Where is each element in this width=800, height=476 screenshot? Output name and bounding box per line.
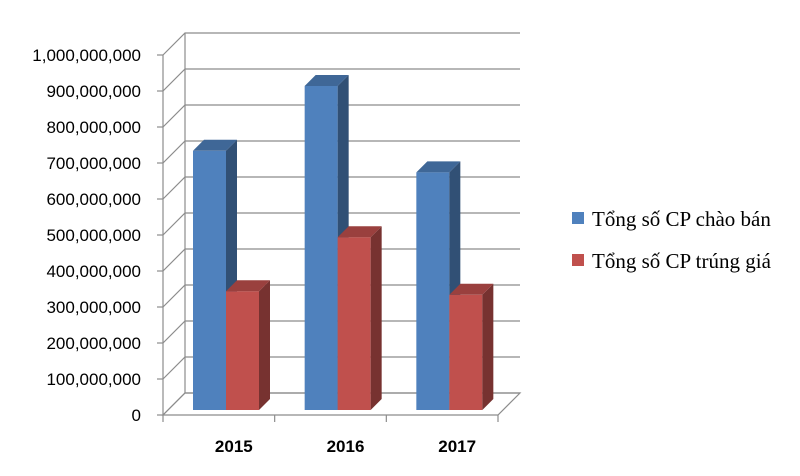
y-tick-label: 100,000,000 [46, 370, 141, 389]
bar-side [482, 283, 494, 410]
bar-top [416, 161, 461, 173]
bar [449, 283, 494, 410]
y-tick-label: 500,000,000 [46, 226, 141, 245]
bar-front [193, 150, 226, 411]
gridline [162, 32, 520, 56]
bars [193, 75, 494, 411]
y-tick-label: 600,000,000 [46, 190, 141, 209]
y-axis-ticks: 0 100,000,000 200,000,000 300,000,000 40… [32, 46, 141, 425]
bar [226, 280, 270, 410]
y-tick-label: 300,000,000 [46, 298, 141, 317]
bar-top [449, 283, 494, 295]
x-tick-label: 2017 [438, 437, 476, 456]
y-tick-label: 900,000,000 [46, 82, 141, 101]
legend-swatch-series-1 [572, 212, 584, 224]
bar-side [370, 226, 382, 410]
bar-top [193, 139, 237, 151]
bar-front [416, 172, 450, 410]
x-tick-label: 2016 [327, 437, 365, 456]
y-tick-label: 800,000,000 [46, 118, 141, 137]
bar-top [337, 226, 382, 238]
y-tick-label: 700,000,000 [46, 154, 141, 173]
axes [157, 33, 522, 422]
bar-top [226, 280, 270, 292]
legend-label-series-2: Tổng số CP trúng giá [592, 249, 772, 273]
legend-swatch-series-2 [572, 254, 584, 266]
x-tick-label: 2015 [215, 437, 253, 456]
bar [337, 226, 382, 410]
y-tick-label: 0 [132, 406, 141, 425]
bar-front [226, 291, 259, 410]
legend-label-series-1: Tổng số CP chào bán [592, 207, 771, 231]
y-tick-label: 200,000,000 [46, 334, 141, 353]
bar-side [259, 280, 270, 410]
bar-top [304, 75, 349, 86]
y-tick-label: 400,000,000 [46, 262, 141, 281]
y-tick-label: 1,000,000,000 [32, 46, 141, 65]
bar-front [449, 294, 483, 410]
x-axis-ticks: 2015 2016 2017 [215, 437, 476, 456]
legend: Tổng số CP chào bán Tổng số CP trúng giá [572, 207, 772, 273]
bar-front [337, 237, 371, 410]
bar-front [304, 86, 338, 410]
